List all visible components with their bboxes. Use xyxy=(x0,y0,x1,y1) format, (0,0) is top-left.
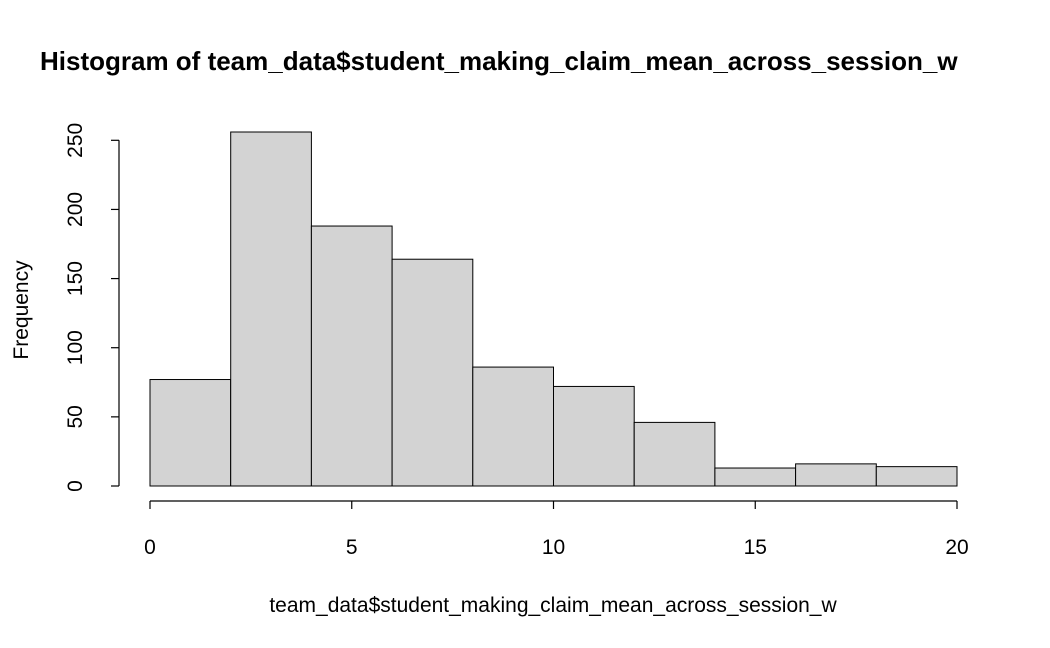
histogram-bar-8 xyxy=(795,463,877,487)
y-tick-label-2: 100 xyxy=(64,330,87,365)
y-tick-label-0: 0 xyxy=(64,480,87,492)
histogram-bar-3 xyxy=(391,258,474,487)
y-tick-label-5: 250 xyxy=(64,123,87,158)
histogram-bar-1 xyxy=(230,131,312,487)
y-axis-label: Frequency xyxy=(10,260,33,360)
histogram-bar-2 xyxy=(310,225,393,487)
x-tick-label-4: 20 xyxy=(945,536,968,559)
histogram-bar-4 xyxy=(472,366,554,487)
y-tick-label-1: 50 xyxy=(64,405,87,428)
x-axis-ticks: 0 5 10 15 20 xyxy=(144,501,969,559)
y-tick-label-3: 150 xyxy=(64,261,87,296)
x-tick-label-1: 5 xyxy=(346,536,358,559)
histogram-bar-7 xyxy=(714,467,797,487)
x-axis-label: team_data$student_making_claim_mean_acro… xyxy=(269,594,837,617)
x-tick-label-3: 15 xyxy=(744,536,767,559)
histogram-bar-0 xyxy=(149,379,232,487)
histogram-bar-9 xyxy=(875,466,958,487)
bars-group xyxy=(149,131,958,487)
y-tick-label-4: 200 xyxy=(64,192,87,227)
chart-title: Histogram of team_data$student_making_cl… xyxy=(40,46,958,76)
histogram-bar-6 xyxy=(633,421,716,487)
x-tick-label-2: 10 xyxy=(542,536,565,559)
histogram-bar-5 xyxy=(553,385,635,487)
x-tick-label-0: 0 xyxy=(144,536,156,559)
y-axis-ticks: 0 50 100 150 200 250 xyxy=(64,123,119,492)
